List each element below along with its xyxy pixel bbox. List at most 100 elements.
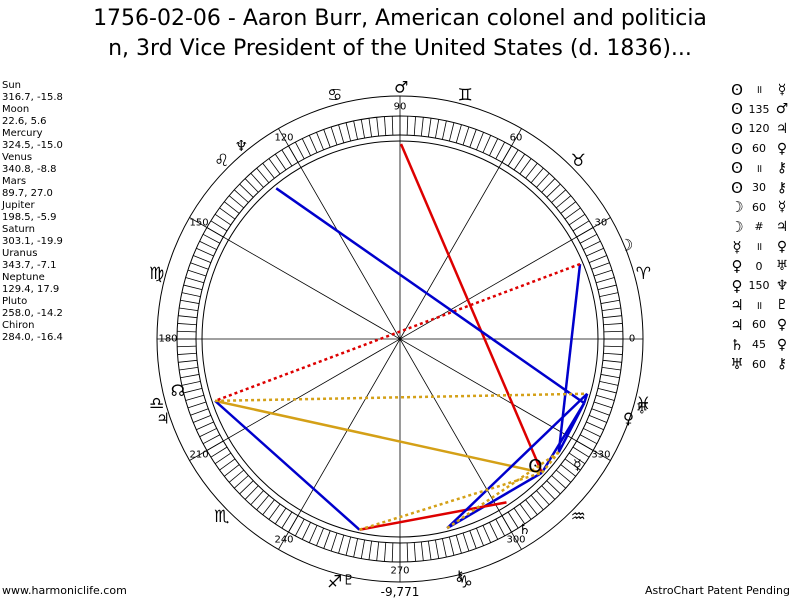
degree-tick bbox=[274, 153, 287, 171]
aspect-planet-2: ♃ bbox=[775, 120, 789, 137]
aspect-planet-2: ☿ bbox=[777, 81, 787, 98]
aspect-planet-2: ⚷ bbox=[776, 179, 788, 196]
degree-tick bbox=[420, 117, 424, 137]
degree-tick bbox=[482, 135, 492, 153]
degree-tick bbox=[234, 189, 249, 203]
degree-tick bbox=[603, 352, 623, 355]
degree-tick bbox=[183, 387, 203, 394]
aspect-row: ʘ 120 ♃ bbox=[728, 119, 792, 139]
degree-tick bbox=[568, 452, 586, 465]
planet-glyph-venus: ♀ bbox=[623, 410, 634, 428]
degree-tick bbox=[180, 374, 200, 379]
degree-tick bbox=[224, 201, 240, 214]
degree-tick bbox=[368, 540, 373, 560]
aspect-planet-2: ♀ bbox=[776, 336, 788, 353]
degree-tick bbox=[330, 532, 338, 552]
degree-tick bbox=[210, 446, 228, 458]
planet-glyph-moon: ☽ bbox=[619, 235, 633, 254]
degree-label: 0 bbox=[629, 334, 635, 345]
degree-tick bbox=[338, 124, 345, 144]
planet-coords: 340.8, -8.8 bbox=[2, 164, 57, 175]
planet-coords: 22.6, 5.6 bbox=[2, 116, 47, 127]
degree-tick bbox=[353, 120, 358, 140]
aspect-planet-2: ♀ bbox=[776, 140, 788, 157]
degree-tick bbox=[435, 539, 440, 559]
degree-tick bbox=[427, 118, 432, 138]
degree-tick bbox=[368, 118, 373, 138]
chart-title-line-2: n, 3rd Vice President of the United Stat… bbox=[108, 36, 692, 61]
planet-name: Uranus bbox=[2, 248, 38, 259]
degree-tick bbox=[572, 220, 590, 232]
degree-tick bbox=[183, 284, 203, 291]
degree-tick bbox=[455, 534, 462, 554]
degree-tick bbox=[228, 469, 244, 483]
degree-tick bbox=[214, 452, 232, 465]
degree-tick bbox=[199, 428, 217, 438]
degree-label: 30 bbox=[595, 218, 608, 229]
aspect-row: ʘ 135 ♂ bbox=[728, 100, 792, 120]
degree-tick bbox=[323, 530, 331, 549]
zodiac-sign-glyph: ♑ bbox=[458, 572, 473, 592]
degree-tick bbox=[262, 499, 275, 515]
degree-tick bbox=[586, 421, 604, 431]
aspect-planet-1: ♄ bbox=[730, 335, 744, 354]
aspect-row: ʘ 60 ♀ bbox=[728, 139, 792, 159]
degree-label: 300 bbox=[506, 534, 525, 545]
degree-tick bbox=[560, 464, 576, 477]
degree-tick bbox=[193, 415, 212, 423]
aspect-planet-2: ☿ bbox=[777, 199, 787, 216]
planet-coords: 284.0, -16.4 bbox=[2, 332, 63, 343]
aspect-angle: 120 bbox=[748, 122, 770, 136]
planet-glyph-mercury: ☿ bbox=[573, 458, 582, 474]
degree-tick bbox=[489, 138, 499, 156]
planet-glyph-pluto: ♇ bbox=[342, 573, 355, 589]
degree-tick bbox=[219, 458, 236, 471]
degree-tick bbox=[536, 490, 550, 505]
aspect-line-mercury-chiron bbox=[446, 451, 560, 530]
degree-tick bbox=[442, 120, 447, 140]
degree-tick bbox=[476, 132, 484, 151]
degree-label: 60 bbox=[510, 133, 523, 144]
zodiac-sign-glyph: ♉ bbox=[571, 151, 586, 171]
degree-tick bbox=[406, 116, 409, 136]
aspect-planet-1: ʘ bbox=[731, 100, 743, 119]
degree-tick bbox=[196, 247, 214, 257]
degree-tick bbox=[301, 138, 311, 156]
degree-label: 150 bbox=[190, 218, 209, 229]
degree-tick bbox=[190, 262, 209, 270]
degree-tick bbox=[601, 307, 621, 312]
degree-tick bbox=[185, 394, 205, 401]
planet-name: Mercury bbox=[2, 128, 43, 139]
degree-tick bbox=[583, 240, 601, 250]
degree-tick bbox=[579, 434, 598, 445]
aspect-planet-2: ♃ bbox=[775, 218, 789, 235]
degree-tick bbox=[536, 173, 550, 188]
degree-tick bbox=[519, 503, 532, 520]
degree-tick bbox=[495, 518, 506, 537]
degree-tick bbox=[384, 116, 387, 136]
degree-label: 120 bbox=[274, 133, 293, 144]
aspect-planet-1: ♅ bbox=[730, 355, 744, 374]
degree-tick bbox=[420, 541, 424, 561]
zodiac-sign-glyph: ♎ bbox=[149, 394, 164, 414]
aspect-row: ♀ 150 ♆ bbox=[728, 276, 792, 296]
chart-title-line-1: 1756-02-06 - Aaron Burr, American colone… bbox=[93, 6, 707, 31]
aspect-row: ʘ ॥ ⚷ bbox=[728, 158, 792, 178]
aspect-planet-1: ♀ bbox=[731, 257, 743, 276]
planet-name: Sun bbox=[2, 80, 22, 91]
planet-glyph-neptune: ♆ bbox=[235, 137, 248, 155]
aspect-row: ♄ 45 ♀ bbox=[728, 335, 792, 355]
zodiac-sign-glyph: ♊ bbox=[458, 86, 473, 106]
footer-website[interactable]: www.harmoniclife.com bbox=[2, 584, 127, 597]
degree-tick bbox=[513, 507, 526, 525]
degree-tick bbox=[391, 116, 394, 136]
degree-tick bbox=[256, 167, 270, 183]
wheel-bottom-value: -9,771 bbox=[381, 585, 420, 599]
planet-name: Chiron bbox=[2, 320, 35, 331]
aspect-line-sun-jupiter bbox=[214, 399, 543, 474]
degree-tick bbox=[455, 124, 462, 144]
degree-tick bbox=[360, 539, 365, 559]
zodiac-sign-glyph: ♐ bbox=[327, 572, 342, 592]
aspect-line-jupiter-pluto bbox=[214, 399, 361, 531]
degree-tick bbox=[301, 522, 311, 540]
